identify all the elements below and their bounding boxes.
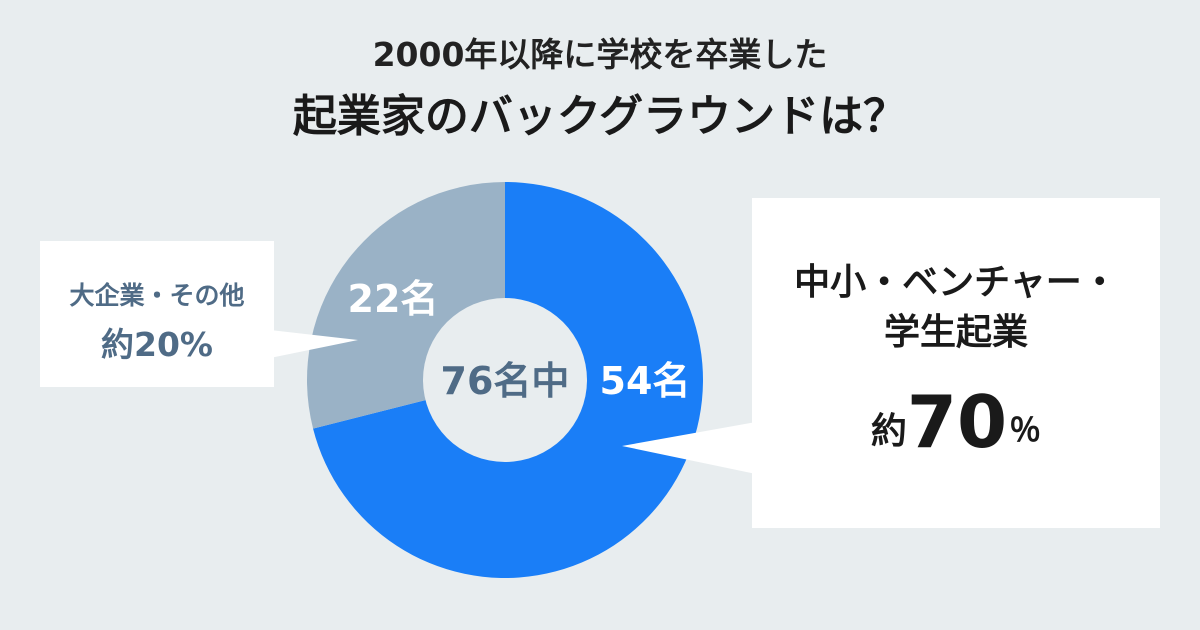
right-callout-percent-prefix: 約 <box>870 411 907 452</box>
right-callout-percent-number: 70 <box>906 380 1008 464</box>
right-callout-pointer <box>622 422 756 474</box>
right-callout-percent-unit: ％ <box>1009 411 1042 449</box>
right-callout-label-line2: 学生起業 <box>883 312 1028 353</box>
left-callout-pointer <box>270 330 358 358</box>
left-callout-label: 大企業・その他 <box>69 281 245 310</box>
right-callout-box <box>752 198 1160 528</box>
left-callout-box <box>40 241 274 387</box>
right-callout-percent: 約70％ <box>752 380 1160 464</box>
left-callout-percent: 約20% <box>101 325 213 364</box>
donut-slice-label-1: 54名 <box>600 359 691 403</box>
chart-title-line2: 起業家のバックグラウンドは？ <box>292 91 908 142</box>
right-callout-label-line1: 中小・ベンチャー・ <box>794 262 1118 303</box>
chart-title-line1: 2000年以降に学校を卒業した <box>372 35 828 74</box>
donut-slice-label-2: 22名 <box>348 277 439 321</box>
donut-center-total: 76名中 <box>441 359 570 403</box>
donut-hole <box>423 298 587 462</box>
right-callout-label: 中小・ベンチャー・ 学生起業 <box>752 258 1160 358</box>
